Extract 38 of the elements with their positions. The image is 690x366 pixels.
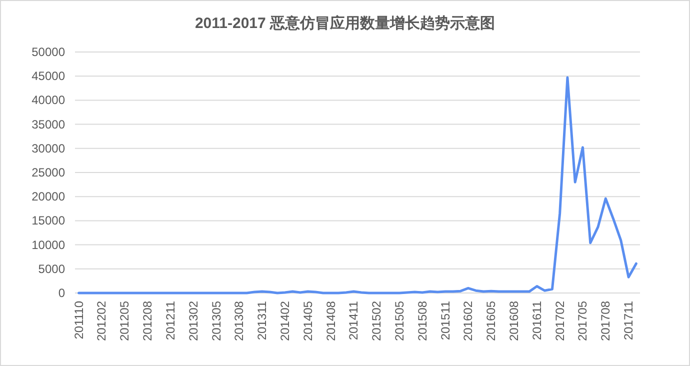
x-tick-label: 201711: [622, 300, 636, 340]
x-tick-label: 201202: [94, 300, 109, 342]
x-tick-label: 201602: [461, 300, 476, 342]
x-tick-label: 201705: [576, 300, 590, 342]
x-tick-label: 201505: [392, 300, 406, 342]
y-tick-label: 30000: [32, 141, 66, 156]
x-tick-label: 201411: [346, 300, 361, 340]
x-tick-label: 201611: [530, 300, 544, 340]
x-tick-label: 201205: [118, 300, 132, 342]
y-tick-label: 10000: [32, 238, 66, 252]
x-tick-label: 201502: [370, 300, 384, 342]
x-tick-label: 201208: [140, 300, 155, 342]
y-tick-label: 40000: [32, 93, 66, 108]
x-tick-label: 201110: [72, 300, 86, 340]
y-tick-label: 25000: [32, 166, 66, 180]
x-tick-label: 201311: [255, 300, 270, 340]
y-tick-label: 45000: [32, 69, 66, 84]
y-tick-label: 15000: [32, 214, 66, 228]
chart-title: 2011-2017 恶意仿冒应用数量增长趋势示意图: [194, 14, 496, 32]
x-tick-label: 201305: [209, 300, 224, 342]
x-tick-label: 201211: [163, 300, 178, 340]
y-tick-label: 20000: [32, 190, 66, 204]
x-tick-label: 201405: [300, 300, 315, 342]
y-tick-label: 35000: [32, 117, 66, 132]
x-tick-label: 201605: [484, 300, 498, 342]
y-tick-label: 0: [58, 286, 66, 300]
x-tick-label: 201702: [552, 300, 567, 342]
x-tick-label: 201511: [438, 300, 452, 340]
y-tick-label: 5000: [38, 262, 66, 276]
x-tick-label: 201708: [598, 300, 613, 342]
x-tick-label: 201308: [232, 300, 246, 342]
x-tick-label: 201408: [324, 300, 338, 342]
y-tick-label: 50000: [32, 45, 66, 59]
x-tick-label: 201608: [507, 300, 522, 342]
x-tick-label: 201508: [415, 300, 430, 342]
x-tick-label: 201302: [186, 300, 200, 342]
line-series: [78, 76, 638, 294]
x-tick-label: 201402: [278, 300, 292, 342]
